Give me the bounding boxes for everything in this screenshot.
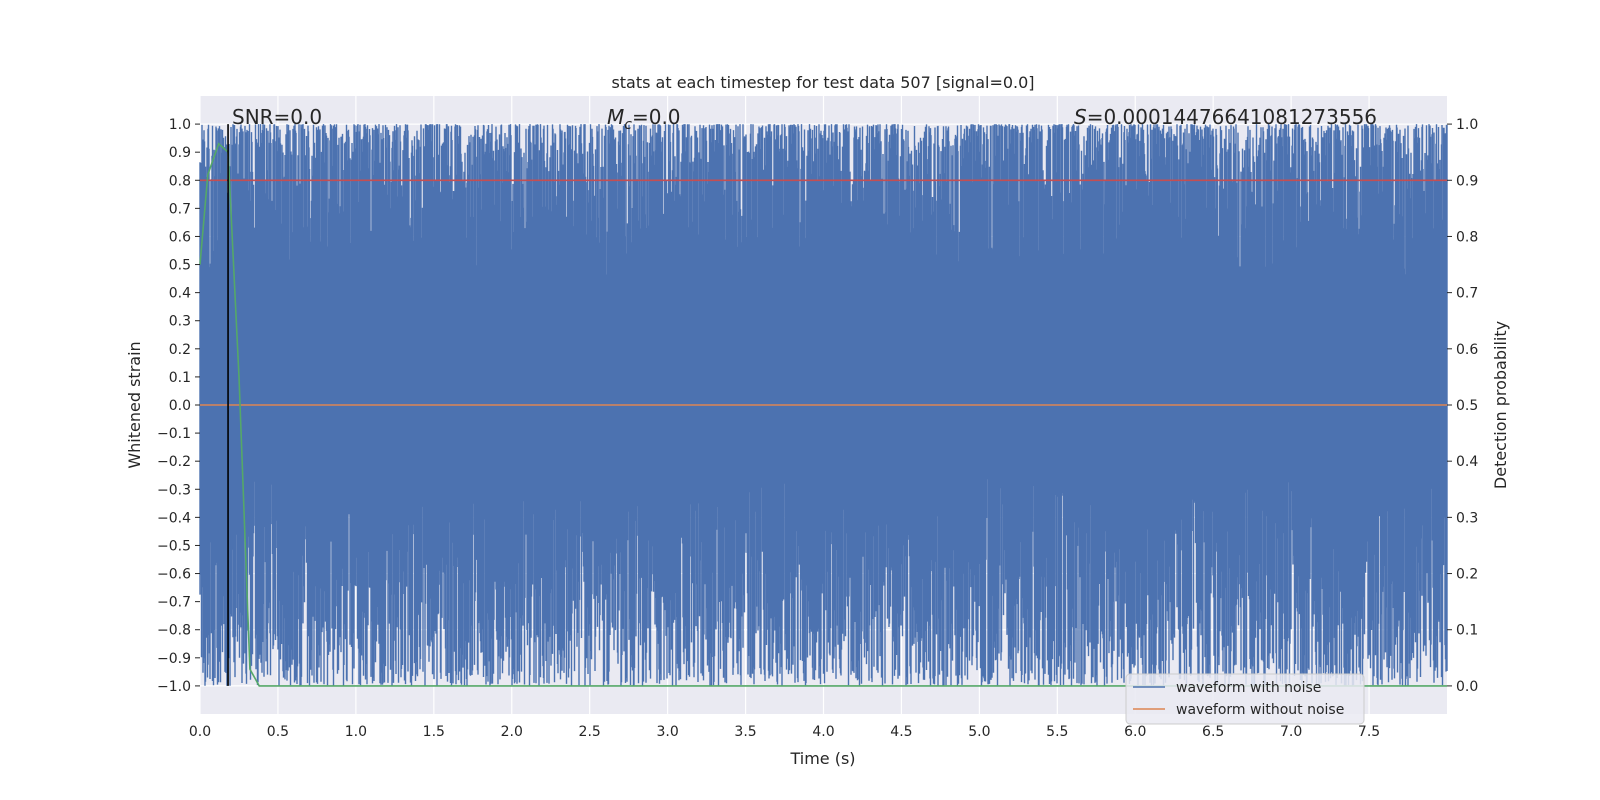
y-tick-label: 0.7 [169, 201, 191, 217]
series-line-3 [199, 142, 1447, 687]
y-tick-label: −0.2 [157, 454, 191, 470]
y-right-tick-label: 0.7 [1456, 286, 1478, 302]
s-symbol: S [1074, 105, 1087, 129]
legend-label-noise: waveform with noise [1176, 680, 1321, 696]
y-tick-label: 0.1 [169, 370, 191, 386]
y-right-tick-label: 0.1 [1456, 623, 1478, 639]
y-right-tick-label: 0.0 [1456, 679, 1478, 695]
y-tick-label: 0.5 [169, 258, 191, 274]
x-tick-label: 7.0 [1280, 724, 1302, 740]
x-tick-label: 0.0 [189, 724, 211, 740]
y-tick-label: −0.4 [157, 510, 191, 526]
y-right-tick-label: 0.8 [1456, 229, 1478, 245]
line-series [199, 124, 1447, 687]
x-tick-label: 7.5 [1358, 724, 1380, 740]
y-right-tick-label: 0.2 [1456, 567, 1478, 583]
legend-box [1125, 673, 1365, 725]
y-tick-label: −0.8 [157, 623, 191, 639]
x-tick-label: 6.0 [1124, 724, 1146, 740]
s-value: =0.00014476641081273556 [1087, 105, 1377, 129]
y-right-tick-label: 0.3 [1456, 510, 1478, 526]
y-tick-label: −0.9 [157, 651, 191, 667]
mc-annotation: Mc=0.0 [607, 105, 681, 133]
y-right-axis-label: Detection probability [1491, 321, 1510, 489]
legend: waveform with noise waveform without noi… [1125, 673, 1365, 725]
y-tick-label: −1.0 [157, 679, 191, 695]
y-tick-label: −0.3 [157, 482, 191, 498]
chart-title: stats at each timestep for test data 507… [611, 73, 1034, 92]
y-tick-label: 1.0 [169, 117, 191, 133]
y-tick-label: 0.2 [169, 342, 191, 358]
y-axis-label: Whitened strain [125, 341, 144, 468]
y-tick-label: −0.5 [157, 538, 191, 554]
x-tick-label: 4.0 [812, 724, 834, 740]
y-right-tick-label: 0.5 [1456, 398, 1478, 414]
x-tick-label: 6.5 [1202, 724, 1224, 740]
y-right-tick-label: 0.9 [1456, 173, 1478, 189]
y-tick-label: 0.0 [169, 398, 191, 414]
series-waveform-with-noise [199, 124, 1448, 686]
mc-value: =0.0 [632, 105, 681, 129]
x-tick-label: 3.5 [734, 724, 756, 740]
y-tick-label: 0.9 [169, 145, 191, 161]
x-tick-label: 5.5 [1046, 724, 1068, 740]
x-tick-label: 0.5 [267, 724, 289, 740]
y-tick-label: −0.6 [157, 567, 191, 583]
y-right-tick-label: 1.0 [1456, 117, 1478, 133]
x-tick-label: 1.0 [345, 724, 367, 740]
x-tick-label: 1.5 [423, 724, 445, 740]
y-tick-label: −0.7 [157, 595, 191, 611]
y-tick-label: 0.6 [169, 229, 191, 245]
x-tick-label: 2.5 [579, 724, 601, 740]
noise-waveform-series [199, 124, 1448, 686]
mc-symbol: M [607, 105, 624, 129]
y-tick-labels: 1.0 0.9 0.8 0.7 0.6 0.5 0.4 0.3 0.2 0.1 0.0 −0.1 −0.… [157, 117, 200, 695]
x-tick-label: 5.0 [968, 724, 990, 740]
y-right-tick-label: 0.6 [1456, 342, 1478, 358]
x-axis-label: Time (s) [789, 749, 855, 768]
y-tick-label: 0.4 [169, 286, 191, 302]
y-right-tick-label: 0.4 [1456, 454, 1478, 470]
s-annotation: S=0.00014476641081273556 [1074, 105, 1377, 129]
legend-label-clean: waveform without noise [1176, 702, 1344, 718]
x-tick-label: 4.5 [890, 724, 912, 740]
y-tick-label: −0.1 [157, 426, 191, 442]
x-tick-label: 2.0 [501, 724, 523, 740]
mc-subscript: c [624, 117, 632, 133]
y-tick-label: 0.8 [169, 173, 191, 189]
x-tick-labels: 0.0 0.5 1.0 1.5 2.0 2.5 3.0 3.5 4.0 4.5 5.0 5.5 6.0 6… [189, 724, 1380, 740]
y-right-tick-labels: 1.0 0.9 0.8 0.7 0.6 0.5 0.4 0.3 0.2 0.1 0.0 [1447, 117, 1478, 695]
y-tick-label: 0.3 [169, 314, 191, 330]
snr-annotation: SNR=0.0 [232, 105, 322, 129]
x-tick-label: 3.0 [656, 724, 678, 740]
